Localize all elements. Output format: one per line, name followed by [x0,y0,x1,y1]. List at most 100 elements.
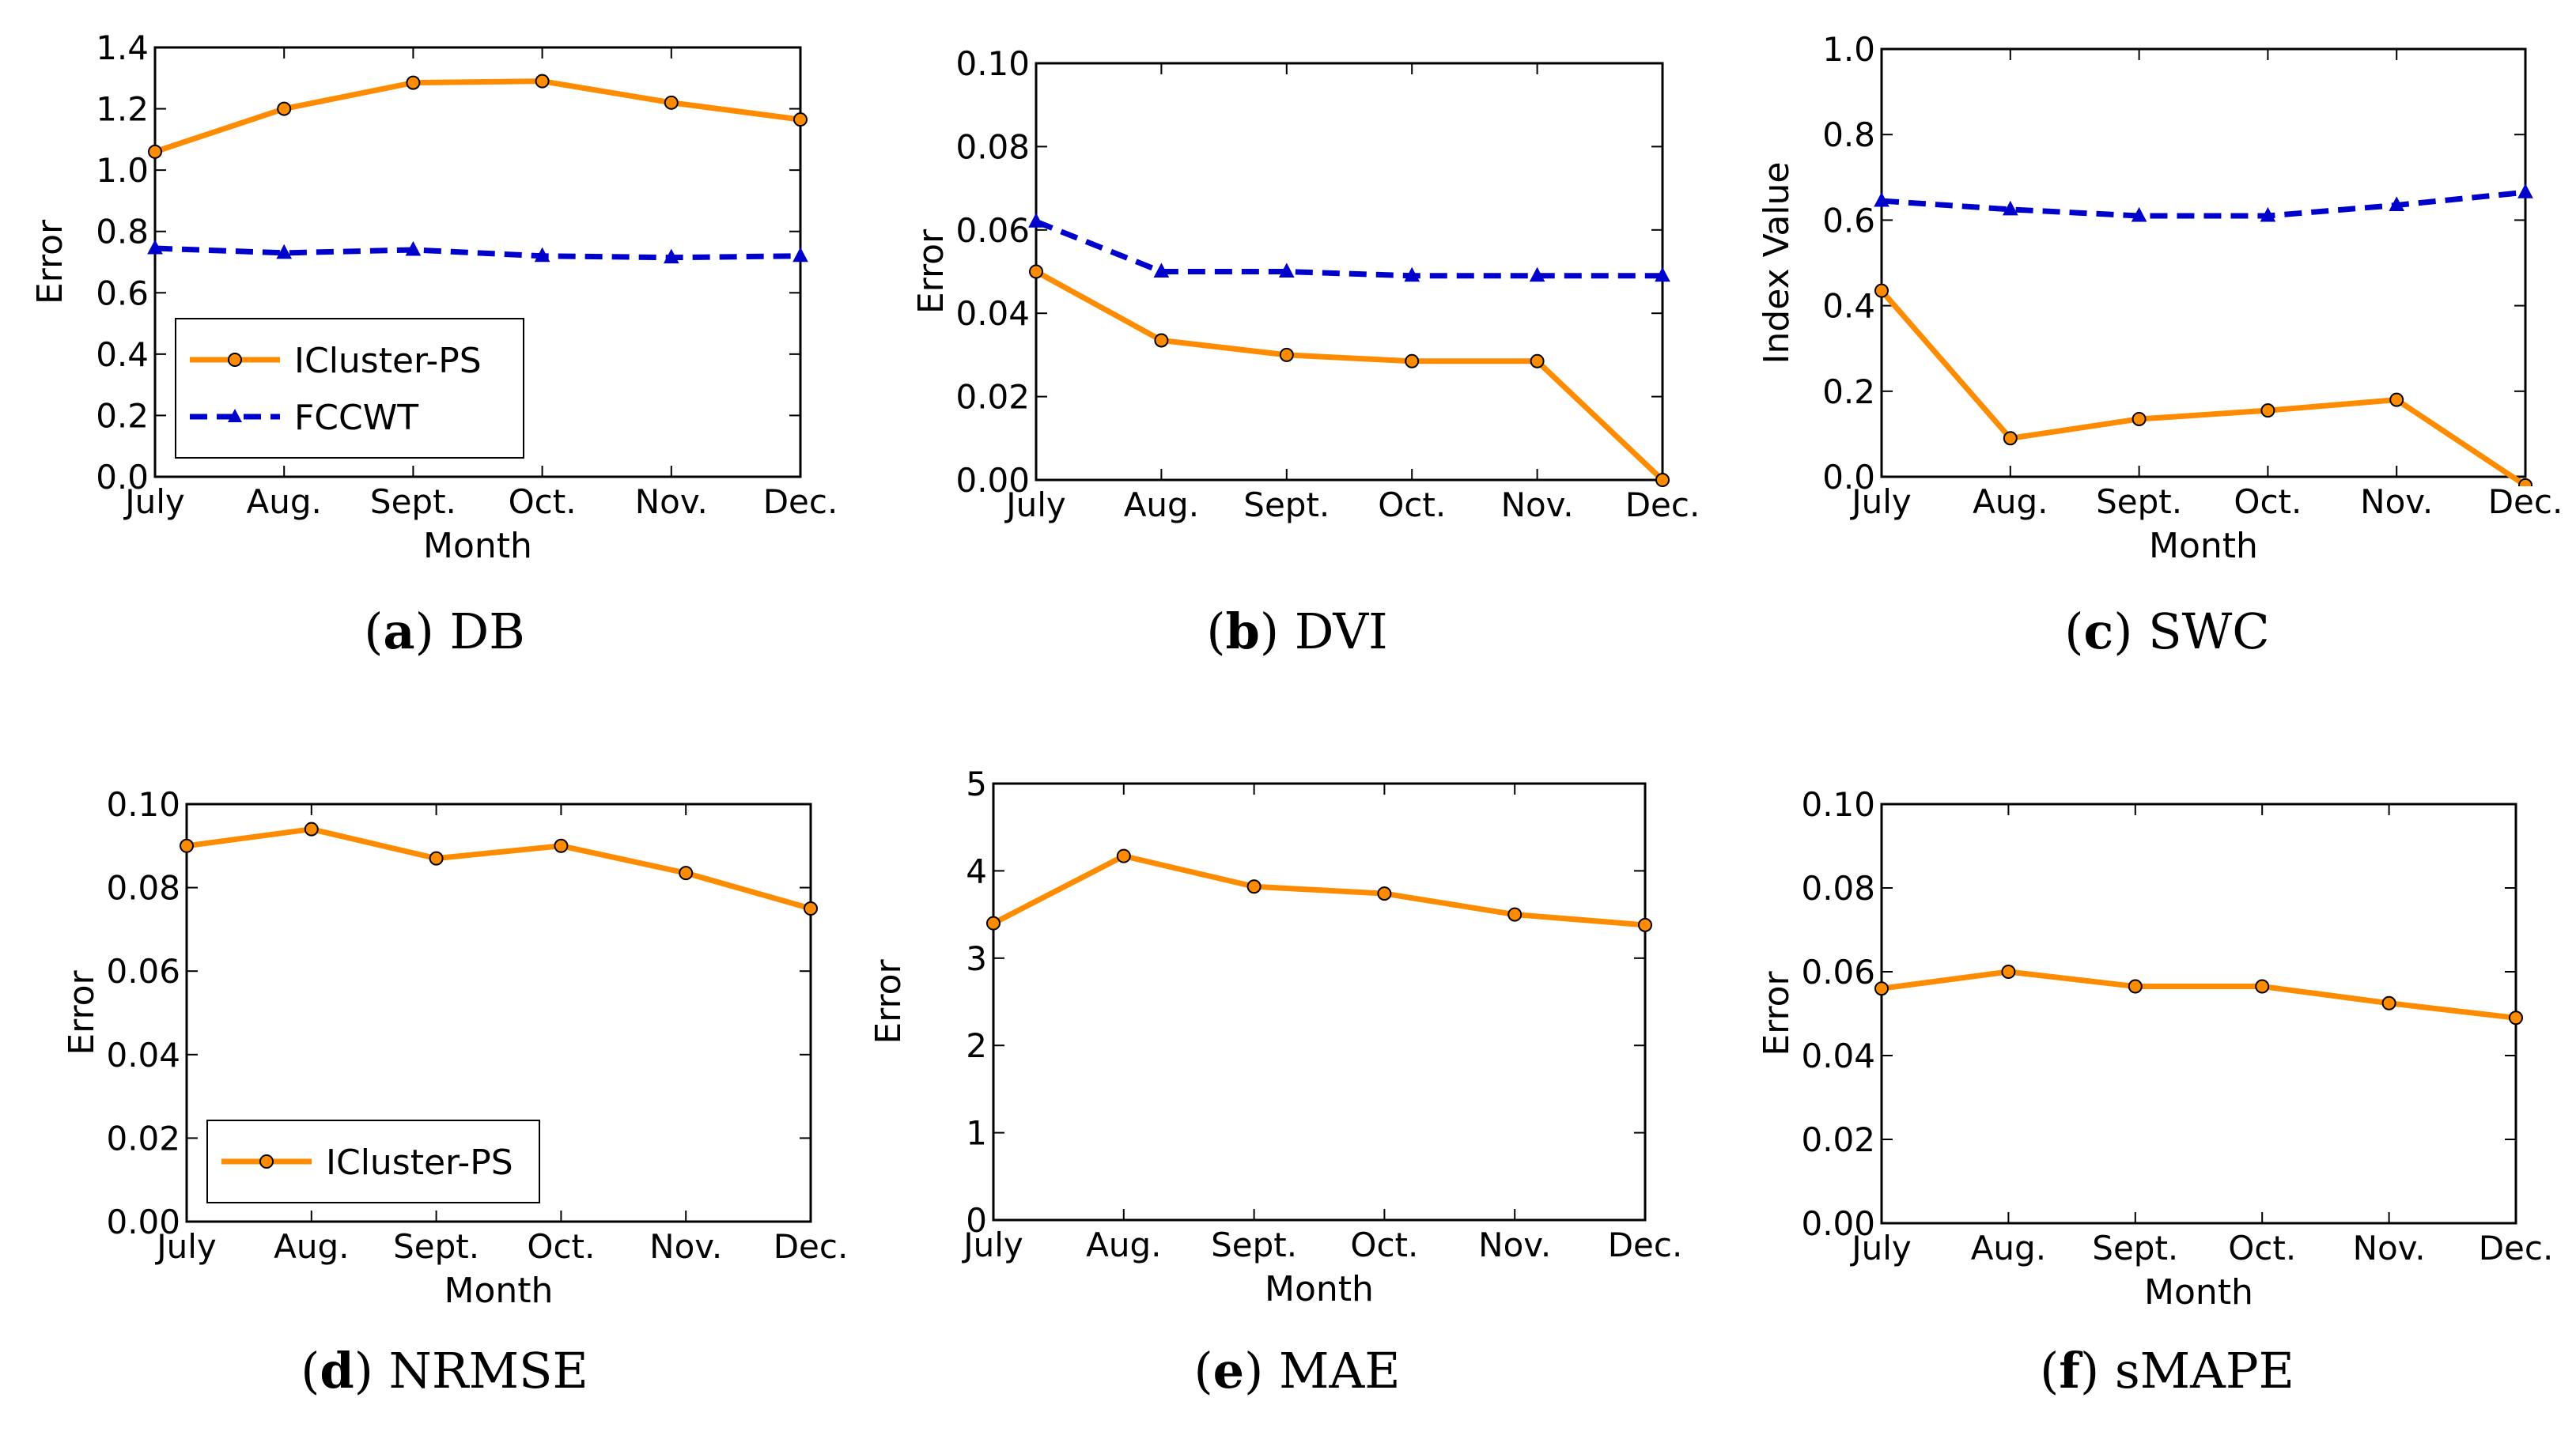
data-point [277,101,292,116]
y-axis-label: Index Value [1757,162,1797,365]
data-point [1655,473,1670,487]
y-tick-label: 0.6 [1822,201,1875,240]
x-tick-label: July [123,482,185,521]
data-point [1029,264,1043,279]
data-point [1655,266,1670,282]
y-axis-label: Error [30,219,70,304]
x-tick-label: Dec. [1608,1226,1683,1264]
x-tick-label: Nov. [1478,1226,1551,1264]
x-axis-label: Month [444,1271,554,1311]
x-tick-label: Sept. [2092,1229,2178,1267]
data-point [534,247,550,263]
data-point [276,244,293,259]
x-tick-label: July [961,1226,1023,1264]
x-axis-label: Month [1265,1269,1374,1309]
x-tick-label: Dec. [2479,1229,2554,1267]
data-point [2389,196,2405,211]
x-tick-label: July [1849,1229,1912,1267]
data-point [429,851,444,866]
x-tick-label: Nov. [635,482,708,521]
legend-label: ICluster-PS [326,1143,513,1183]
chart-swc: 0.0 0.2 0.4 0.6 0.8 1.0 July Aug. Sept. Oct. Nov. D… [1757,30,2563,660]
data-point [1279,347,1294,362]
x-tick-label: Oct. [1350,1226,1418,1264]
data-point [148,144,162,159]
x-tick-label: Aug. [1086,1226,1161,1264]
series-fccwt [147,239,808,264]
x-tick-label: Sept. [2096,482,2182,521]
y-tick-label: 0.6 [96,274,149,312]
plot-frame [1880,803,2517,1225]
series-icluster-ps [1874,965,2523,1026]
y-tick-label: 0.06 [955,211,1030,250]
series-icluster-ps [986,848,1652,932]
y-tick-label: 1.0 [96,151,149,190]
y-tick-label: 0.02 [955,378,1030,417]
x-tick-label: Nov. [1501,485,1574,524]
y-tick-label: 0.0 [96,458,149,497]
series-icluster-ps [1029,264,1670,487]
data-point [1404,266,1420,282]
series-line [1881,969,2517,1021]
data-point [180,838,194,853]
legend-label: ICluster-PS [294,341,482,381]
x-tick-label: Nov. [2353,1229,2426,1267]
legend-box [175,318,524,459]
subfigure-caption: (d) NRMSE [301,1342,588,1400]
y-tick-label: 0.04 [1801,1037,1875,1075]
y-axis-label: Error [868,958,909,1044]
y-tick-label: 0.8 [96,213,149,251]
data-point [2003,431,2018,446]
data-point [1154,333,1169,348]
data-point [1874,283,1889,298]
y-axis-label: Error [911,229,951,314]
data-point [663,248,679,264]
data-point [1246,879,1262,894]
data-point [2255,979,2270,994]
x-tick-label: Oct. [527,1227,595,1266]
series-line [1879,289,2527,486]
y-tick-label: 0.2 [1822,372,1875,411]
data-point [2132,411,2147,426]
data-point [405,240,422,256]
x-tick-label: July [154,1227,217,1266]
data-point [304,822,319,837]
series-line [154,245,801,261]
x-tick-label: Oct. [2228,1229,2296,1267]
y-tick-label: 0.02 [106,1119,180,1158]
x-tick-label: Aug. [1973,482,2048,521]
series-line [186,826,811,912]
y-axis-label: Error [1757,970,1797,1056]
series-line [1035,219,1662,279]
plot-frame [153,46,802,478]
y-axis-label: Error [62,969,102,1055]
y-tick-label: 0.06 [106,952,180,991]
legend-box [206,1120,540,1203]
data-point [1153,263,1170,278]
y-tick-label: 0.08 [106,869,180,908]
y-tick-label: 0.2 [96,396,149,435]
x-tick-label: Aug. [274,1227,349,1266]
data-point [554,838,569,853]
data-point [2517,183,2533,198]
series-icluster-ps [148,74,808,159]
data-point [1529,266,1545,282]
data-point [664,95,679,110]
series-line [1881,189,2526,219]
data-point [2389,392,2404,407]
data-point [1874,191,1889,207]
chart-db: 0.0 0.2 0.4 0.6 0.8 1.0 1.2 1.4 July Aug. Sept. Oct… [30,28,838,660]
chart-mae: 0 1 2 3 4 5 July Aug. Sept. Oct. Nov. Dec. Month Erro… [868,765,1682,1400]
legend-marker [259,1154,274,1169]
data-point [2518,478,2532,486]
x-tick-label: Dec. [2488,482,2563,521]
y-tick-label: 0.00 [955,461,1030,500]
subfigure-caption: (a) DB [364,603,525,660]
y-tick-label: 0.08 [955,127,1030,166]
chart-smape: 0.00 0.02 0.04 0.06 0.08 0.10 July Aug. Sept. Oct… [1757,785,2553,1400]
x-tick-label: Oct. [1378,485,1446,524]
x-axis-label: Month [423,526,532,566]
x-tick-label: Aug. [1971,1229,2046,1267]
plot-frame [992,782,1647,1222]
